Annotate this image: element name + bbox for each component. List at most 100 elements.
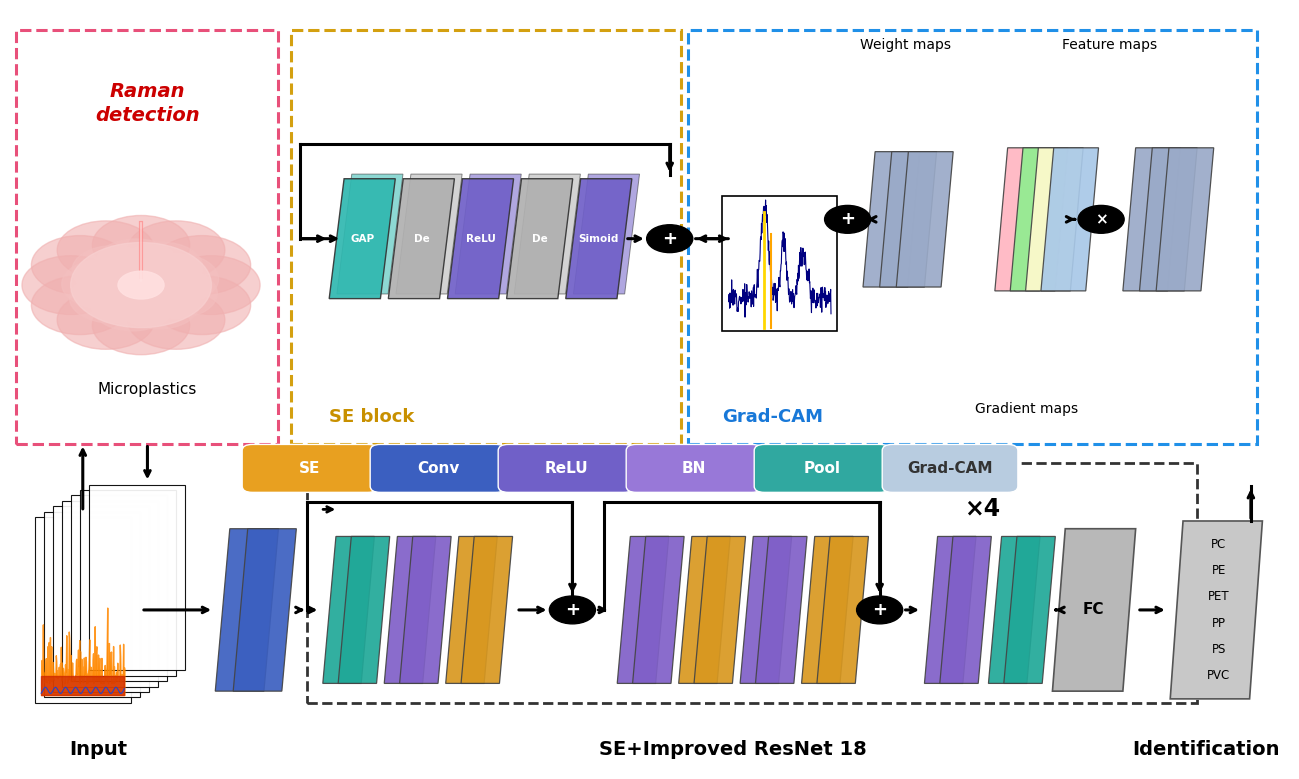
Polygon shape — [1026, 148, 1083, 291]
Polygon shape — [461, 537, 513, 683]
Polygon shape — [573, 174, 639, 294]
Polygon shape — [338, 537, 390, 683]
Polygon shape — [1122, 148, 1181, 291]
Polygon shape — [446, 537, 498, 683]
Bar — [16, 30, 278, 444]
Circle shape — [62, 259, 144, 308]
Bar — [79, 490, 175, 675]
Text: ReLU: ReLU — [465, 234, 495, 244]
Text: Simoid: Simoid — [578, 234, 620, 244]
FancyBboxPatch shape — [370, 444, 505, 492]
Polygon shape — [234, 529, 296, 691]
Circle shape — [162, 256, 260, 315]
Bar — [53, 506, 148, 692]
Polygon shape — [323, 537, 374, 683]
Text: FC: FC — [1082, 602, 1104, 618]
Polygon shape — [507, 178, 573, 298]
Polygon shape — [879, 152, 937, 287]
Polygon shape — [817, 537, 869, 683]
FancyBboxPatch shape — [499, 444, 634, 492]
Polygon shape — [396, 174, 462, 294]
Text: ReLU: ReLU — [544, 461, 588, 476]
Polygon shape — [801, 537, 853, 683]
Circle shape — [647, 225, 692, 252]
Text: GAP: GAP — [351, 234, 374, 244]
Circle shape — [92, 216, 190, 274]
Polygon shape — [1156, 148, 1213, 291]
Text: ×4: ×4 — [964, 497, 1000, 521]
Text: Pool: Pool — [804, 461, 840, 476]
Text: PET: PET — [1208, 590, 1230, 603]
Polygon shape — [939, 537, 991, 683]
Polygon shape — [329, 178, 395, 298]
Polygon shape — [388, 178, 455, 298]
Text: Feature maps: Feature maps — [1063, 38, 1157, 52]
Text: +: + — [840, 210, 855, 228]
Bar — [61, 501, 157, 686]
FancyBboxPatch shape — [755, 444, 890, 492]
Polygon shape — [925, 537, 976, 683]
Circle shape — [118, 271, 164, 299]
Circle shape — [118, 280, 200, 329]
Text: SE: SE — [299, 461, 321, 476]
Text: ×: × — [1095, 212, 1108, 227]
Text: PC: PC — [1211, 538, 1226, 551]
Bar — [88, 485, 184, 670]
Circle shape — [856, 596, 903, 624]
Polygon shape — [694, 537, 746, 683]
Circle shape — [153, 276, 251, 335]
Bar — [308, 463, 1198, 703]
Text: SE block: SE block — [329, 407, 414, 425]
Polygon shape — [1170, 521, 1263, 699]
Text: Grad-CAM: Grad-CAM — [722, 407, 824, 425]
FancyBboxPatch shape — [882, 444, 1018, 492]
Circle shape — [1078, 206, 1124, 233]
Polygon shape — [1040, 148, 1099, 291]
Text: Gradient maps: Gradient maps — [976, 402, 1078, 416]
Circle shape — [69, 273, 152, 323]
Text: Input: Input — [70, 739, 127, 759]
Bar — [687, 30, 1257, 444]
Circle shape — [31, 276, 129, 335]
Polygon shape — [1011, 148, 1068, 291]
Polygon shape — [447, 178, 513, 298]
Circle shape — [95, 239, 177, 288]
Polygon shape — [617, 537, 669, 683]
Polygon shape — [1052, 529, 1135, 691]
Text: De: De — [413, 234, 429, 244]
Text: Grad-CAM: Grad-CAM — [907, 461, 992, 476]
Circle shape — [92, 296, 190, 354]
Circle shape — [22, 256, 120, 315]
Circle shape — [31, 235, 129, 294]
Polygon shape — [678, 537, 730, 683]
Circle shape — [153, 235, 251, 294]
Bar — [35, 517, 131, 703]
Text: Conv: Conv — [417, 461, 460, 476]
Text: +: + — [662, 230, 677, 248]
Circle shape — [57, 291, 155, 349]
Text: De: De — [531, 234, 548, 244]
Circle shape — [549, 596, 595, 624]
Text: Raman
detection: Raman detection — [95, 82, 200, 125]
Polygon shape — [740, 537, 791, 683]
Circle shape — [136, 254, 218, 304]
Text: Weight maps: Weight maps — [860, 38, 951, 52]
Polygon shape — [989, 537, 1040, 683]
Polygon shape — [514, 174, 581, 294]
Polygon shape — [1139, 148, 1198, 291]
Polygon shape — [756, 537, 807, 683]
Text: SE+Improved ResNet 18: SE+Improved ResNet 18 — [599, 739, 866, 759]
Bar — [44, 512, 140, 697]
Text: PE: PE — [1212, 564, 1226, 577]
Polygon shape — [995, 148, 1052, 291]
Circle shape — [127, 291, 225, 349]
Text: PVC: PVC — [1207, 669, 1230, 682]
Text: PS: PS — [1212, 643, 1226, 656]
Text: Microplastics: Microplastics — [97, 382, 197, 397]
Text: PP: PP — [1212, 617, 1226, 629]
FancyBboxPatch shape — [626, 444, 763, 492]
Circle shape — [71, 245, 153, 295]
Polygon shape — [896, 152, 953, 287]
Circle shape — [121, 242, 203, 291]
Bar — [722, 196, 838, 332]
